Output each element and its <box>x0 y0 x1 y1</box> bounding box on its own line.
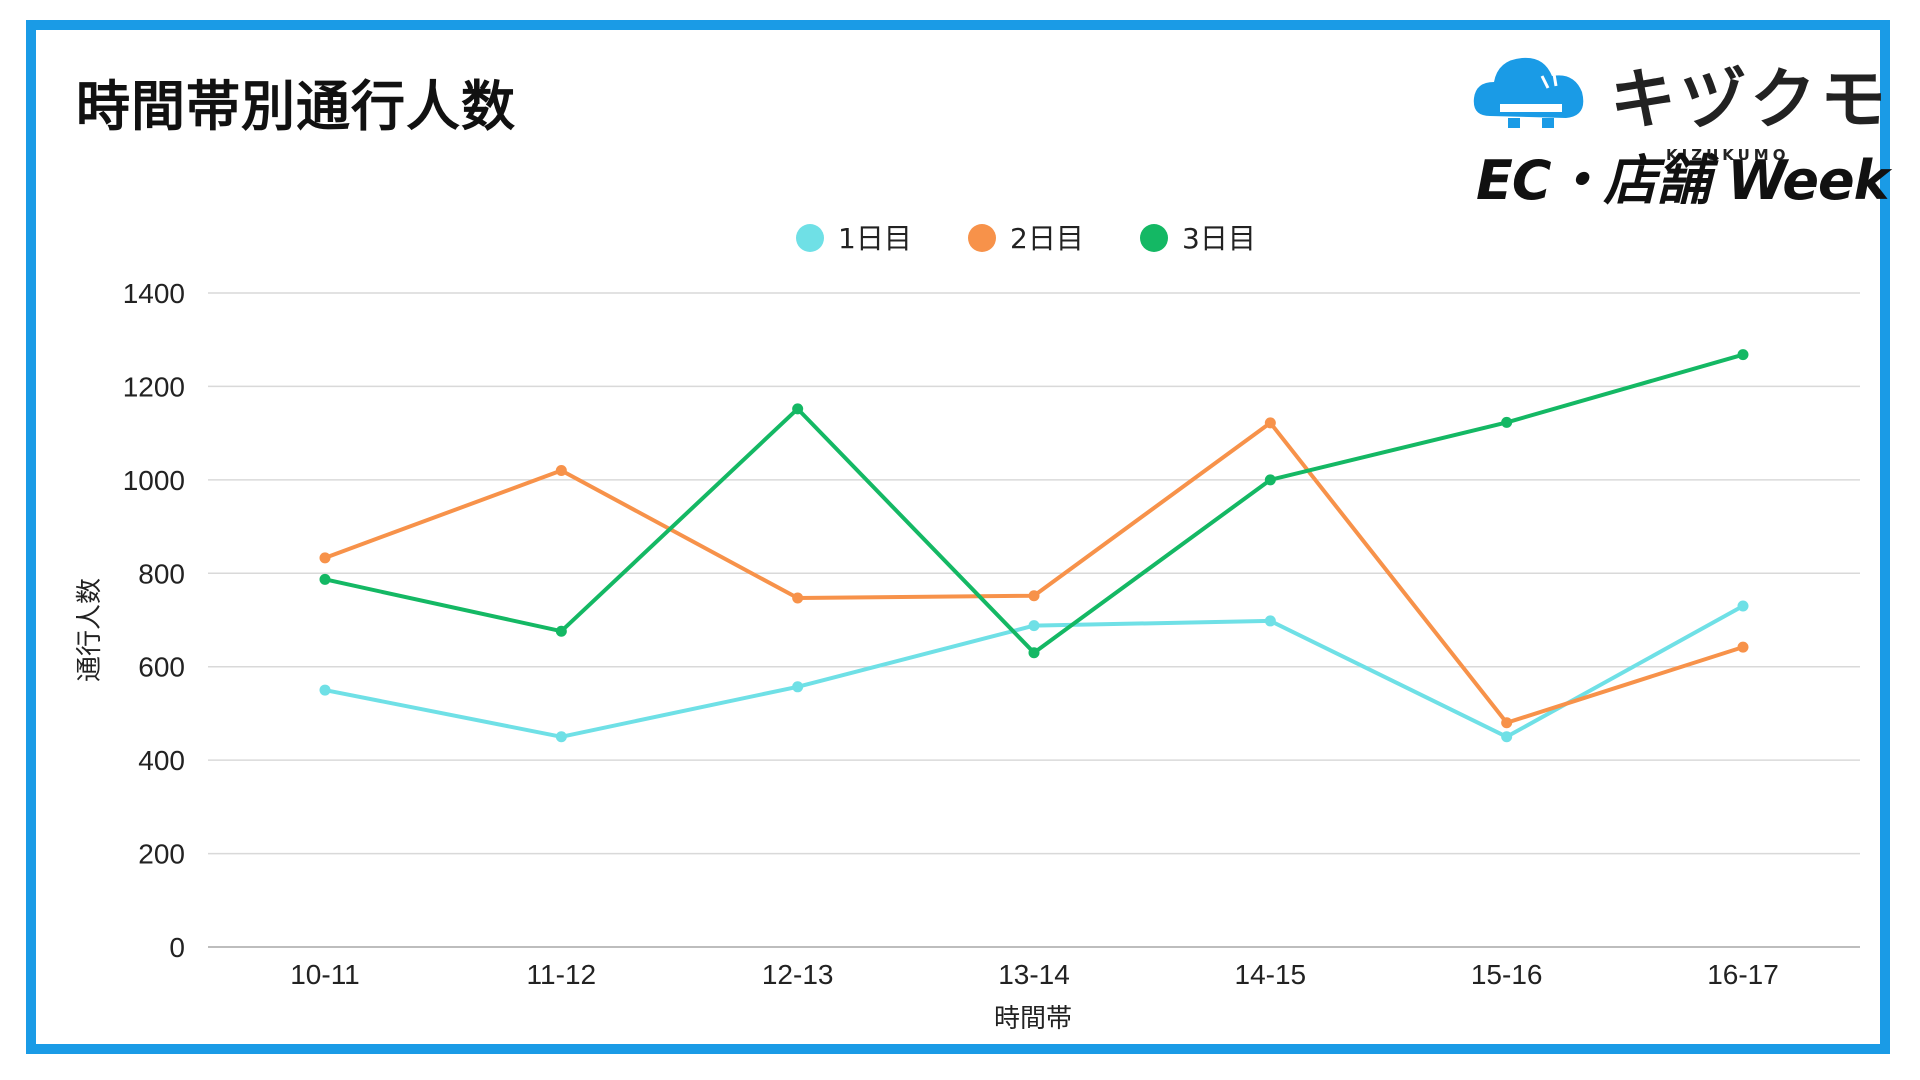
x-axis-ticks: 10-11 11-12 12-13 13-14 14-15 15-16 16-17 <box>290 959 1779 990</box>
y-tick-label: 0 <box>169 932 185 963</box>
y-axis-title: 通行人数 <box>75 578 105 682</box>
brand-logo: キヅクモ KIZUKUMO <box>1470 40 1890 200</box>
data-point <box>1737 600 1749 612</box>
data-point <box>792 592 804 604</box>
legend-label: 2日目 <box>1010 222 1084 255</box>
y-tick-label: 1400 <box>123 278 185 309</box>
series-line <box>323 352 1745 655</box>
data-point <box>1737 641 1749 653</box>
data-point <box>1501 416 1513 428</box>
data-point <box>555 625 567 637</box>
x-tick-label: 14-15 <box>1235 959 1307 990</box>
event-name: EC・店舗 Week <box>1476 149 1890 212</box>
data-point <box>1737 349 1749 361</box>
grid-lines <box>208 292 1860 948</box>
x-tick-label: 12-13 <box>762 959 834 990</box>
cloud-logo-icon <box>1473 57 1584 128</box>
y-tick-label: 600 <box>138 652 185 683</box>
x-tick-label: 11-12 <box>527 959 597 990</box>
data-point <box>1028 590 1040 602</box>
x-tick-label: 15-16 <box>1471 959 1543 990</box>
data-point <box>1501 731 1513 743</box>
data-point <box>555 465 567 477</box>
y-tick-label: 1200 <box>123 371 185 402</box>
y-axis-ticks: 0 200 400 600 800 1000 1200 1400 <box>123 278 185 963</box>
x-tick-label: 10-11 <box>290 959 360 990</box>
data-point <box>1028 647 1040 659</box>
legend-swatch <box>968 224 996 252</box>
data-point <box>319 573 331 585</box>
chart-frame <box>26 20 1890 1054</box>
legend-label: 1日目 <box>838 222 912 255</box>
y-tick-label: 200 <box>138 839 185 870</box>
chart-title: 時間帯別通行人数 <box>76 75 516 138</box>
data-point <box>319 684 331 696</box>
data-point <box>1264 474 1276 486</box>
series-lines <box>319 349 1749 743</box>
legend-swatch <box>1140 224 1168 252</box>
data-point <box>319 552 331 564</box>
brand-romaji: KIZUKUMO <box>1666 146 1790 164</box>
data-point <box>792 403 804 415</box>
data-point <box>1264 417 1276 429</box>
legend-label: 3日目 <box>1182 222 1256 255</box>
legend: 1日目 2日目 3日目 <box>796 222 1256 255</box>
x-tick-label: 13-14 <box>998 959 1070 990</box>
data-point <box>555 731 567 743</box>
y-tick-label: 400 <box>138 745 185 776</box>
y-tick-label: 1000 <box>123 465 185 496</box>
x-axis-title: 時間帯 <box>994 1004 1072 1034</box>
data-point <box>792 681 804 693</box>
data-point <box>1028 620 1040 632</box>
brand-name: キヅクモ <box>1610 61 1890 138</box>
y-tick-label: 800 <box>138 558 185 589</box>
data-point <box>1264 615 1276 627</box>
legend-swatch <box>796 224 824 252</box>
data-point <box>1501 717 1513 729</box>
x-tick-label: 16-17 <box>1707 959 1779 990</box>
